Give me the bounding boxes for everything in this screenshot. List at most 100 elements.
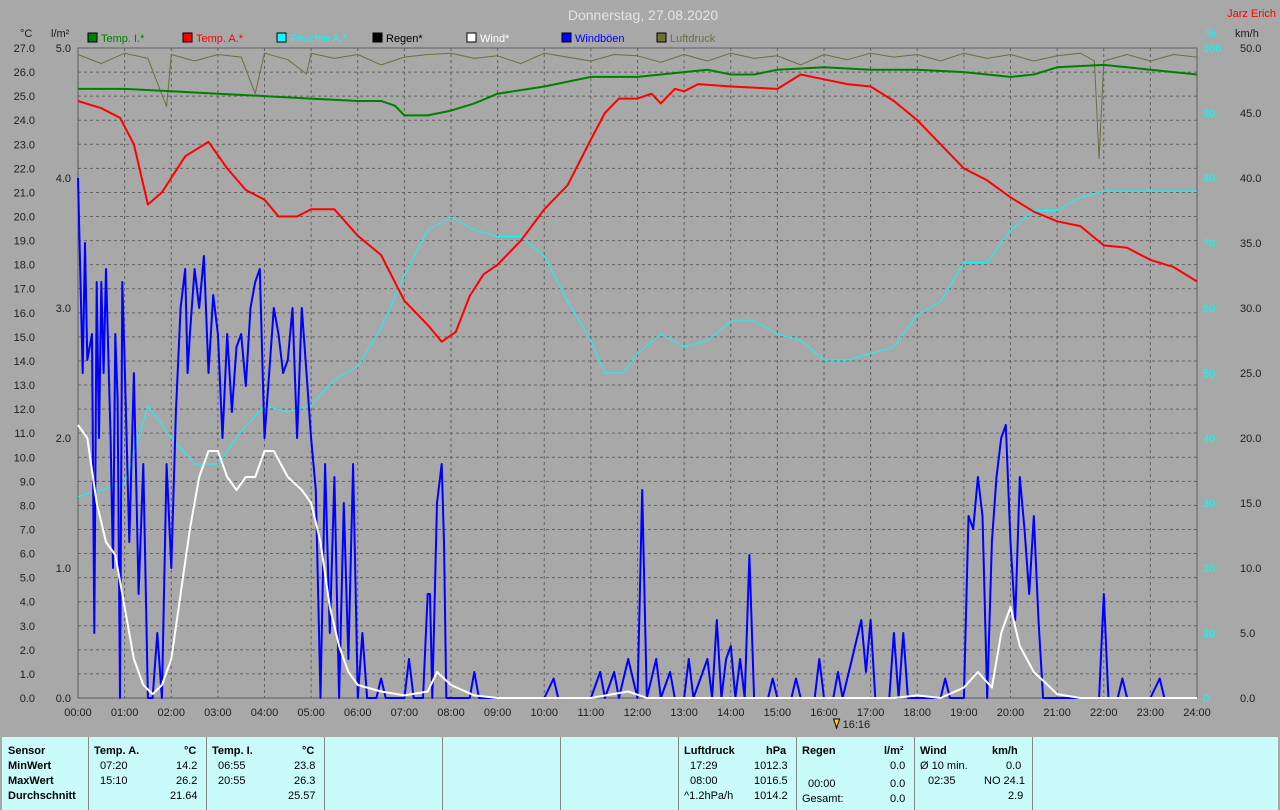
legend-swatch	[372, 32, 383, 43]
x-tick-label: 15:00	[764, 707, 792, 719]
hum-tick-label: 10	[1203, 628, 1215, 640]
temp-tick-label: 26.0	[14, 67, 35, 79]
wind-tick-label: 25.0	[1240, 368, 1261, 380]
wind-max: NO 24.1	[984, 775, 1025, 787]
legend-swatch	[656, 32, 667, 43]
pressure-min: 1012.3	[754, 760, 788, 772]
rain-total: 0.0	[890, 793, 906, 805]
hum-tick-label: 90	[1203, 108, 1215, 120]
temp-tick-label: 8.0	[20, 500, 35, 512]
legend-label: Wind*	[480, 33, 510, 45]
right-wind-unit: km/h	[1235, 28, 1259, 40]
x-tick-label: 02:00	[157, 707, 185, 719]
legend-label: Regen*	[386, 33, 423, 45]
wind-tick-label: 45.0	[1240, 108, 1261, 120]
rain-unit: l/m²	[884, 745, 904, 757]
temp-a-avg: 21.64	[170, 790, 198, 802]
hum-tick-label: 20	[1203, 563, 1215, 575]
temp-tick-label: 9.0	[20, 476, 35, 488]
weather-chart: Donnerstag, 27.08.2020 Jarz Erich °C l/m…	[13, 7, 1276, 731]
temp-tick-label: 0.0	[20, 693, 35, 705]
legend-label: Feuchte A.*	[290, 33, 348, 45]
temp-tick-label: 23.0	[14, 139, 35, 151]
wind-avg10-label: Ø 10 min.	[920, 760, 968, 772]
legend-swatch	[561, 32, 572, 43]
x-tick-label: 21:00	[1043, 707, 1071, 719]
x-tick-label: 07:00	[391, 707, 419, 719]
x-tick-label: 24:00	[1183, 707, 1211, 719]
x-tick-label: 03:00	[204, 707, 232, 719]
x-tick-label: 20:00	[997, 707, 1025, 719]
temp-tick-label: 20.0	[14, 212, 35, 224]
x-tick-label: 06:00	[344, 707, 372, 719]
temp-tick-label: 11.0	[14, 428, 35, 440]
temp-tick-label: 15.0	[14, 332, 35, 344]
rain-tick-label: 4.0	[56, 173, 71, 185]
pressure-trend: ^1.2hPa/h	[684, 790, 734, 802]
temp-i-min-time: 06:55	[218, 760, 246, 772]
pressure-unit: hPa	[766, 745, 787, 757]
hum-tick-label: 0	[1203, 693, 1209, 705]
temp-tick-label: 21.0	[14, 187, 35, 199]
temp-tick-label: 7.0	[20, 524, 35, 536]
wind-tick-label: 5.0	[1240, 628, 1255, 640]
temp-i-unit: °C	[302, 745, 315, 757]
grid	[77, 47, 1198, 699]
legend-label: Temp. A.*	[196, 33, 244, 45]
temp-tick-label: 17.0	[14, 284, 35, 296]
temp-tick-label: 14.0	[14, 356, 35, 368]
wind-tick-label: 30.0	[1240, 303, 1261, 315]
hum-tick-label: 30	[1203, 498, 1215, 510]
x-tick-label: 09:00	[484, 707, 512, 719]
wind-title: Wind	[920, 745, 947, 757]
series-group	[77, 52, 1198, 699]
x-tick-label: 00:00	[64, 707, 92, 719]
rain-tick-label: 5.0	[56, 43, 71, 55]
summary-min-label: MinWert	[8, 760, 52, 772]
x-tick-label: 05:00	[297, 707, 325, 719]
legend-swatch	[466, 32, 477, 43]
chart-title: Donnerstag, 27.08.2020	[568, 7, 718, 23]
wind-unit: km/h	[992, 745, 1018, 757]
summary-max-label: MaxWert	[8, 775, 54, 787]
legend-label: Windböen	[575, 33, 625, 45]
wind-avg: 2.9	[1008, 790, 1024, 802]
temp-a-unit: °C	[184, 745, 197, 757]
wind-max-time: 02:35	[928, 775, 956, 787]
rain-title: Regen	[802, 745, 836, 757]
pressure-max-time: 08:00	[690, 775, 718, 787]
pressure-avg: 1014.2	[754, 790, 788, 802]
temp-tick-label: 22.0	[14, 163, 35, 175]
rain-max: 0.0	[890, 778, 906, 790]
x-tick-label: 04:00	[251, 707, 279, 719]
temp-a-title: Temp. A.	[94, 745, 140, 757]
hum-tick-label: 50	[1203, 368, 1215, 380]
temp-tick-label: 18.0	[14, 260, 35, 272]
marker-icon	[832, 718, 841, 730]
wind-tick-label: 0.0	[1240, 693, 1255, 705]
x-tick-label: 13:00	[670, 707, 698, 719]
series-temp-a	[77, 73, 1198, 343]
wind-tick-label: 50.0	[1240, 43, 1261, 55]
temp-tick-label: 12.0	[14, 404, 35, 416]
temp-a-max-time: 15:10	[100, 775, 128, 787]
series-windböen	[77, 177, 1197, 699]
temp-tick-label: 10.0	[14, 452, 35, 464]
temp-i-avg: 25.57	[288, 790, 316, 802]
summary-avg-label: Durchschnitt	[8, 790, 76, 802]
hum-tick-label: 80	[1203, 173, 1215, 185]
x-tick-label: 18:00	[903, 707, 931, 719]
legend-label: Temp. I.*	[101, 33, 145, 45]
temp-i-title: Temp. I.	[212, 745, 253, 757]
x-tick-label: 22:00	[1090, 707, 1118, 719]
temp-a-min-time: 07:20	[100, 760, 128, 772]
series-luftdruck	[77, 52, 1198, 159]
legend: Temp. I.* Temp. A.* Feuchte A.* Regen* Wind*…	[87, 32, 716, 45]
time-marker: 16:16	[832, 718, 870, 731]
wind-tick-label: 20.0	[1240, 433, 1261, 445]
temp-tick-label: 1.0	[20, 669, 35, 681]
wind-tick-label: 15.0	[1240, 498, 1261, 510]
hum-tick-label: 100	[1203, 43, 1221, 55]
right-hum-unit: %	[1206, 28, 1216, 40]
pressure-title: Luftdruck	[684, 745, 735, 757]
